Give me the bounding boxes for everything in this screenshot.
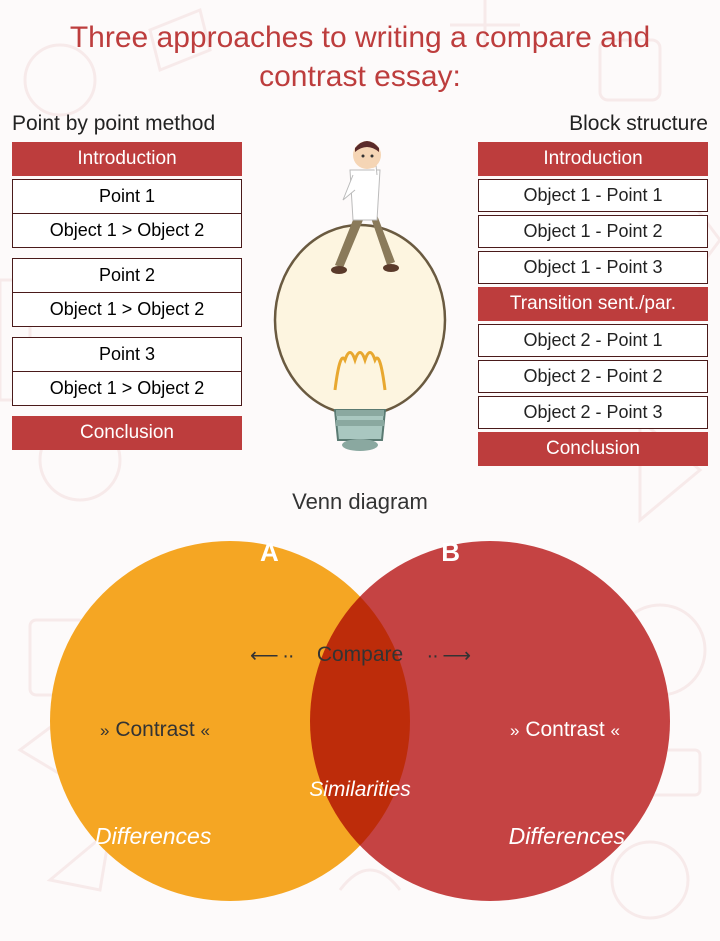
chevron-left-icon: «: [611, 721, 620, 740]
arrow-left-icon: ⟵ ··: [250, 643, 294, 668]
chevron-right-icon: »: [510, 721, 519, 740]
point-header: Point 3: [13, 338, 241, 372]
point-group: Point 1 Object 1 > Object 2: [12, 179, 242, 248]
methods-row: Point by point method Introduction Point…: [0, 112, 720, 469]
point-body: Object 1 > Object 2: [13, 372, 241, 405]
point-group: Point 3 Object 1 > Object 2: [12, 337, 242, 406]
point-body: Object 1 > Object 2: [13, 293, 241, 326]
intro-block: Introduction: [478, 142, 708, 176]
point-header: Point 2: [13, 259, 241, 293]
point-body: Object 1 > Object 2: [13, 214, 241, 247]
item-block: Object 2 - Point 3: [478, 396, 708, 429]
venn-compare: Compare: [317, 643, 403, 667]
venn-contrast-a: » Contrast «: [100, 718, 210, 742]
venn-contrast-b: » Contrast «: [510, 718, 620, 742]
item-block: Object 1 - Point 3: [478, 251, 708, 284]
conclusion-block: Conclusion: [478, 432, 708, 466]
point-by-point-column: Point by point method Introduction Point…: [12, 112, 242, 469]
item-block: Object 2 - Point 1: [478, 324, 708, 357]
intro-block: Introduction: [12, 142, 242, 176]
chevron-right-icon: »: [100, 721, 109, 740]
venn-container: A B Compare ⟵ ·· ·· ⟶ » Contrast « » Con…: [50, 523, 670, 923]
conclusion-block: Conclusion: [12, 416, 242, 450]
venn-label-b: B: [441, 537, 460, 568]
venn-differences-b: Differences: [509, 823, 625, 850]
point-header: Point 1: [13, 180, 241, 214]
transition-block: Transition sent./par.: [478, 287, 708, 321]
venn-section: Venn diagram A B Compare ⟵ ·· ·· ⟶ » Con…: [0, 489, 720, 923]
venn-differences-a: Differences: [95, 823, 211, 850]
method-right-title: Block structure: [478, 112, 708, 136]
block-structure-column: Block structure Introduction Object 1 - …: [478, 112, 708, 469]
arrow-right-icon: ·· ⟶: [426, 643, 470, 668]
contrast-label: Contrast: [115, 718, 194, 741]
item-block: Object 1 - Point 2: [478, 215, 708, 248]
page-title: Three approaches to writing a compare an…: [0, 0, 720, 104]
venn-similarities: Similarities: [309, 778, 411, 802]
contrast-label: Contrast: [525, 718, 604, 741]
item-block: Object 1 - Point 1: [478, 179, 708, 212]
method-left-title: Point by point method: [12, 112, 242, 136]
venn-label-a: A: [260, 537, 279, 568]
item-block: Object 2 - Point 2: [478, 360, 708, 393]
venn-title: Venn diagram: [0, 489, 720, 515]
point-group: Point 2 Object 1 > Object 2: [12, 258, 242, 327]
chevron-left-icon: «: [201, 721, 210, 740]
